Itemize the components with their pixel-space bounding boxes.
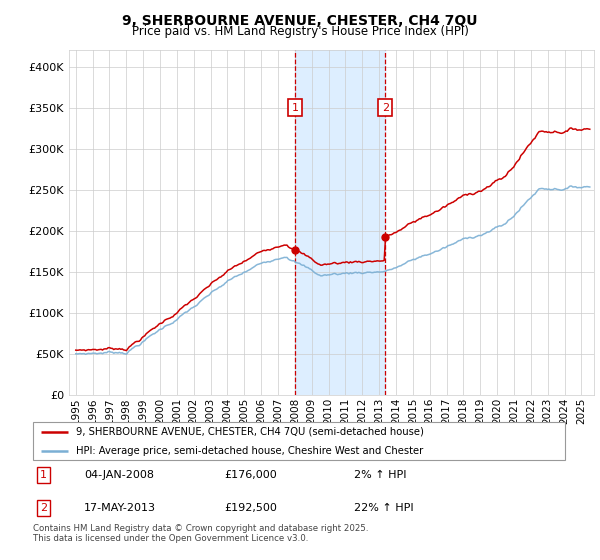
Text: 04-JAN-2008: 04-JAN-2008 [84,470,154,480]
Text: Contains HM Land Registry data © Crown copyright and database right 2025.
This d: Contains HM Land Registry data © Crown c… [33,524,368,543]
Text: Price paid vs. HM Land Registry's House Price Index (HPI): Price paid vs. HM Land Registry's House … [131,25,469,38]
Text: 2% ↑ HPI: 2% ↑ HPI [354,470,407,480]
Text: HPI: Average price, semi-detached house, Cheshire West and Chester: HPI: Average price, semi-detached house,… [76,446,423,456]
Text: £176,000: £176,000 [224,470,277,480]
Text: 2: 2 [382,103,389,113]
Text: 9, SHERBOURNE AVENUE, CHESTER, CH4 7QU (semi-detached house): 9, SHERBOURNE AVENUE, CHESTER, CH4 7QU (… [76,427,424,437]
Text: 9, SHERBOURNE AVENUE, CHESTER, CH4 7QU: 9, SHERBOURNE AVENUE, CHESTER, CH4 7QU [122,14,478,28]
Text: 2: 2 [40,503,47,513]
Text: £192,500: £192,500 [224,503,277,513]
Text: 22% ↑ HPI: 22% ↑ HPI [354,503,413,513]
Text: 17-MAY-2013: 17-MAY-2013 [84,503,156,513]
Text: 1: 1 [40,470,47,480]
Bar [295,50,385,395]
Text: 1: 1 [292,103,299,113]
FancyBboxPatch shape [33,422,565,460]
